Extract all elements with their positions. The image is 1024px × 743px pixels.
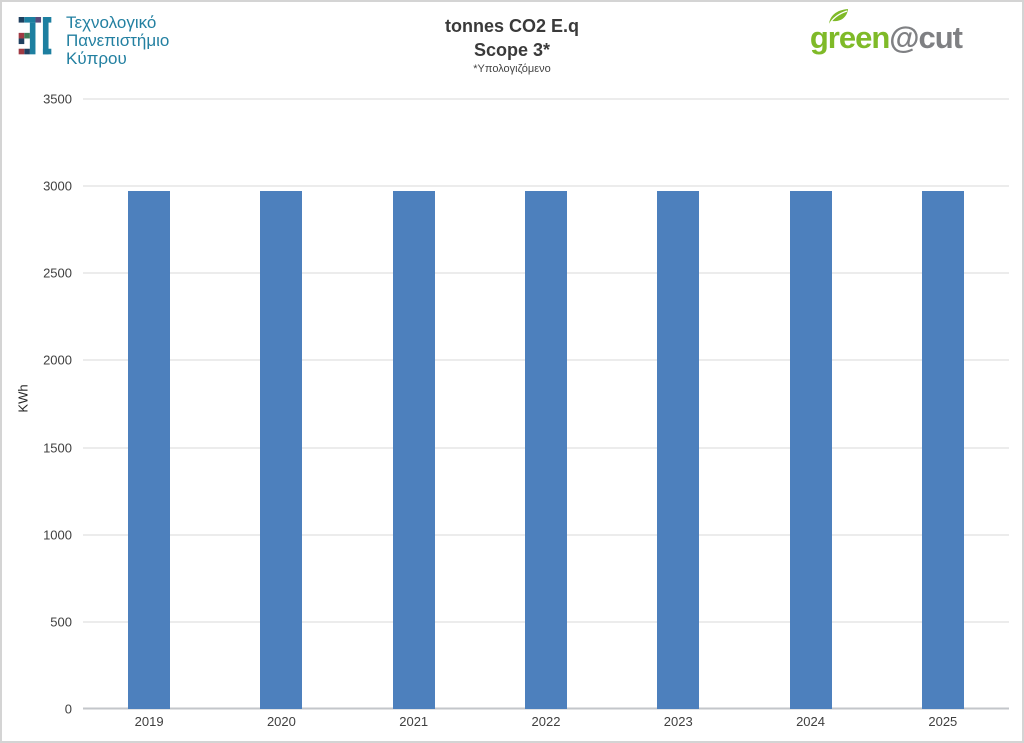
y-axis-label: KWh xyxy=(15,384,31,413)
university-logo: Τεχνολογικό Πανεπιστήμιο Κύπρου xyxy=(14,12,169,68)
bar-slot xyxy=(480,99,612,709)
bar-slot xyxy=(83,99,215,709)
y-tick-label: 500 xyxy=(50,614,72,630)
bar-2024 xyxy=(789,191,832,709)
plot-area xyxy=(83,98,1009,710)
university-name: Τεχνολογικό Πανεπιστήμιο Κύπρου xyxy=(66,12,169,68)
y-tick-label: 1000 xyxy=(43,527,72,543)
gridline xyxy=(83,98,1009,100)
x-tick-label: 2019 xyxy=(134,714,164,729)
bar-2023 xyxy=(657,191,700,709)
chart-title: tonnes CO2 E.q xyxy=(444,16,579,36)
bar-slot xyxy=(744,99,876,709)
university-name-line1: Τεχνολογικό xyxy=(66,13,157,32)
y-tick-label: 0 xyxy=(64,701,72,717)
bar-2025 xyxy=(921,191,964,709)
bar-slot xyxy=(612,99,744,709)
chart-footnote: *Υπολογιζόμενο xyxy=(473,63,551,75)
bar-slot xyxy=(348,99,480,709)
y-tick-label: 2500 xyxy=(43,265,72,281)
bar-2019 xyxy=(128,191,171,709)
university-name-line2: Πανεπιστήμιο xyxy=(66,31,170,50)
y-axis-ticks: 0 500 1000 1500 2000 2500 3000 3500 xyxy=(30,92,72,717)
chart-subtitle: Scope 3* xyxy=(473,40,551,60)
x-axis-labels: 2019 2020 2021 2022 2023 2024 2025 xyxy=(83,714,1009,729)
gridline xyxy=(83,185,1009,187)
y-tick-label: 3000 xyxy=(43,178,72,194)
university-name-line3: Κύπρου xyxy=(66,49,127,68)
y-tick-label: 2000 xyxy=(43,352,72,368)
university-logo-mark xyxy=(18,17,52,55)
x-tick-label: 2021 xyxy=(399,714,429,729)
y-tick-label: 3500 xyxy=(43,91,72,107)
bar-slots xyxy=(83,99,1009,709)
bar-slot xyxy=(877,99,1009,709)
bar-2020 xyxy=(260,191,303,709)
x-tick-label: 2025 xyxy=(928,714,958,729)
leaf-icon xyxy=(828,9,848,26)
brand-gray-text: @cut xyxy=(889,20,963,55)
brand-green-text: green xyxy=(809,20,890,55)
greenatcut-logo: green@cut xyxy=(809,9,963,56)
bar-slot xyxy=(215,99,347,709)
bar-2022 xyxy=(524,191,567,709)
title-block: tonnes CO2 E.q Scope 3* *Υπολογιζόμενο xyxy=(2,14,1022,77)
x-tick-label: 2022 xyxy=(531,714,561,729)
y-tick-label: 1500 xyxy=(43,440,72,456)
x-tick-label: 2020 xyxy=(266,714,296,729)
x-tick-label: 2023 xyxy=(663,714,693,729)
x-tick-label: 2024 xyxy=(796,714,825,729)
bar-2021 xyxy=(392,191,435,709)
